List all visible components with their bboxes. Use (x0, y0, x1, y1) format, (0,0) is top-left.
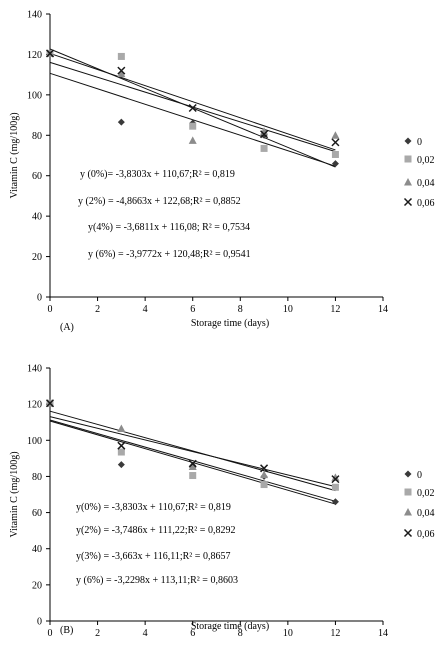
x-tick-label: 6 (190, 304, 195, 315)
data-point-series-3 (45, 49, 55, 58)
x-tick-label: 8 (238, 628, 243, 639)
x-tick-label: 8 (238, 304, 243, 315)
legend-marker (404, 488, 412, 496)
y-tick-label: 120 (27, 400, 42, 411)
panel-label: (A) (60, 322, 74, 333)
data-point-series-1 (260, 481, 268, 489)
y-axis-title: Vitamin C (mg/100g) (9, 112, 20, 198)
x-axis-title: Storage time (days) (191, 318, 269, 329)
data-point-series-2 (331, 131, 340, 139)
trendline-series-1 (49, 419, 336, 502)
x-axis-title: Storage time (days) (191, 621, 269, 632)
data-point-series-3 (331, 475, 340, 484)
y-tick-label: 80 (32, 131, 42, 142)
y-tick-label: 60 (32, 171, 42, 182)
x-tick-label: 4 (143, 628, 148, 639)
y-tick-label: 80 (32, 472, 42, 483)
trendline-equation: y(2%) = -3,7486x + 111,22;R² = 0,8292 (76, 525, 235, 536)
y-tick-label: 100 (27, 436, 42, 447)
x-tick-label: 0 (48, 304, 53, 315)
y-tick-label: 20 (32, 252, 42, 263)
data-point-series-1 (117, 448, 125, 456)
data-point-series-2 (117, 69, 126, 78)
y-tick-label: 120 (27, 50, 42, 61)
y-tick-label: 20 (32, 580, 42, 591)
data-point-series-3 (188, 459, 197, 468)
data-point-series-2 (331, 473, 340, 481)
data-point-series-1 (260, 144, 268, 152)
y-tick-label: 0 (37, 617, 42, 628)
legend-marker (404, 470, 412, 478)
x-tick-label: 2 (95, 628, 100, 639)
data-point-series-3 (260, 464, 269, 473)
y-tick-label: 40 (32, 212, 42, 223)
y-tick-label: 100 (27, 90, 42, 101)
trendline-equation: y (6%) = -3,9772x + 120,48;R² = 0,9541 (88, 249, 251, 260)
x-tick-label: 14 (378, 304, 388, 315)
x-tick-label: 10 (283, 628, 293, 639)
data-point-series-1 (331, 150, 339, 158)
y-tick-label: 0 (37, 293, 42, 304)
data-point-series-3 (117, 66, 126, 75)
panel-label: (B) (60, 625, 73, 636)
legend-entry: 0,06 (417, 529, 435, 540)
trendline-series-3 (49, 416, 336, 488)
legend-marker (404, 155, 412, 163)
data-point-series-3 (117, 441, 126, 450)
data-point-series-1 (331, 483, 339, 491)
x-tick-label: 0 (48, 628, 53, 639)
trendline-series-3 (49, 52, 336, 151)
legend-marker (404, 508, 412, 516)
data-point-series-3 (45, 399, 55, 408)
legend-marker (403, 197, 413, 207)
legend-marker (403, 528, 413, 538)
legend-marker (404, 178, 412, 186)
data-point-series-0 (331, 498, 339, 506)
trendline-series-2 (49, 410, 336, 492)
y-tick-label: 40 (32, 544, 42, 555)
x-tick-label: 6 (190, 628, 195, 639)
data-point-series-3 (188, 103, 197, 113)
data-point-series-2 (188, 462, 197, 470)
data-point-series-1 (189, 472, 197, 480)
data-point-series-0 (117, 461, 125, 469)
data-point-series-1 (117, 52, 125, 60)
data-point-series-0 (331, 160, 339, 168)
legend-entry: 0,04 (417, 508, 435, 519)
data-point-series-1 (189, 122, 197, 130)
data-point-series-2 (188, 136, 197, 144)
legend-entry: 0,06 (417, 198, 435, 209)
y-tick-label: 140 (27, 364, 42, 375)
legend-marker (404, 137, 412, 145)
legend-entry: 0,04 (417, 178, 435, 189)
data-point-series-2 (117, 424, 126, 433)
legend-entry: 0,02 (417, 155, 435, 166)
data-point-series-2 (260, 470, 269, 479)
legend-entry: 0 (417, 470, 422, 481)
x-tick-label: 12 (330, 304, 340, 315)
y-axis-title: Vitamin C (mg/100g) (9, 451, 20, 537)
x-tick-label: 10 (283, 304, 293, 315)
data-point-series-0 (117, 118, 125, 126)
legend-entry: 0,02 (417, 488, 435, 499)
trendline-equation: y(4%) = -3,6811x + 116,08; R² = 0,7534 (88, 222, 250, 233)
chart-panel-a: 0 20 40 60 80 100 120 140 0 2 4 6 8 10 12 14 Vitamin C (… (9, 10, 435, 334)
x-tick-label: 14 (378, 628, 388, 639)
data-point-series-3 (260, 130, 269, 139)
trendline-equation: y (2%) = -4,8663x + 122,68;R² = 0,8852 (78, 196, 241, 207)
y-tick-label: 60 (32, 508, 42, 519)
y-tick-label: 140 (27, 10, 42, 21)
x-tick-label: 12 (330, 628, 340, 639)
legend-entry: 0 (417, 137, 422, 148)
x-tick-label: 2 (95, 304, 100, 315)
trendline-equation: y (6%) = -3,2298x + 113,11;R² = 0,8603 (76, 575, 238, 586)
data-point-series-3 (331, 138, 340, 147)
trendline-equation: y(3%) = -3,663x + 116,11;R² = 0,8657 (76, 551, 230, 562)
trendline-equation: y(0%) = -3,8303x + 110,67;R² = 0,819 (76, 502, 231, 513)
x-tick-label: 4 (143, 304, 148, 315)
trendline-equation: y (0%)= -3,8303x + 110,67;R² = 0,819 (80, 169, 235, 180)
chart-panel-b: 0 20 40 60 80 100 120 140 0 2 4 6 8 10 12 14 Vitamin C (… (9, 364, 435, 640)
